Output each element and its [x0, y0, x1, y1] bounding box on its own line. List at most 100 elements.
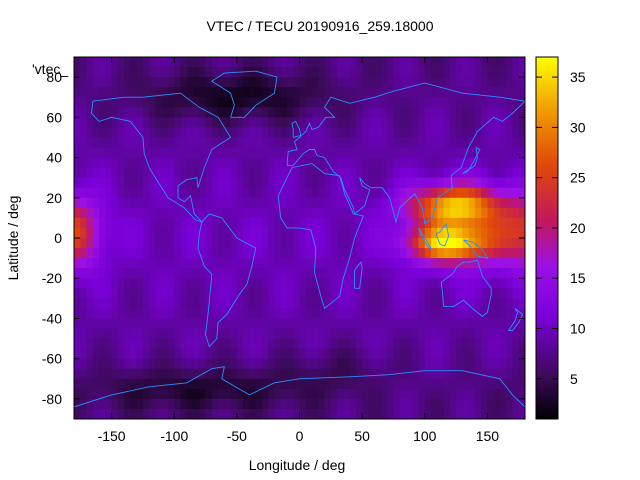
heatmap-cell [218, 97, 225, 108]
heatmap-cell [136, 197, 144, 209]
heatmap-cell [218, 358, 225, 370]
heatmap-cell [418, 338, 426, 350]
heatmap-cell [186, 358, 194, 370]
heatmap-cell [437, 268, 445, 279]
heatmap-cell [349, 57, 357, 68]
heatmap-cell [205, 248, 213, 259]
heatmap-cell [205, 288, 213, 299]
heatmap-cell [393, 117, 401, 128]
heatmap-cell [261, 157, 269, 169]
heatmap-cell [280, 67, 288, 78]
heatmap-cell [355, 227, 363, 239]
heatmap-cell [412, 187, 420, 199]
heatmap-cell [437, 207, 445, 219]
heatmap-cell [280, 137, 288, 149]
heatmap-cell [286, 278, 294, 289]
heatmap-cell [186, 268, 194, 279]
heatmap-cell [330, 318, 338, 330]
heatmap-cell [236, 398, 244, 410]
heatmap-cell [230, 408, 238, 419]
heatmap-cell [518, 408, 525, 419]
heatmap-cell [243, 217, 250, 229]
heatmap-cell [286, 167, 294, 179]
heatmap-cell [99, 117, 106, 128]
heatmap-cell [512, 288, 520, 299]
heatmap-cell [230, 348, 238, 360]
heatmap-cell [161, 378, 169, 390]
heatmap-cell [481, 117, 489, 128]
heatmap-cell [99, 137, 106, 149]
heatmap-cell [224, 177, 232, 189]
heatmap-cell [305, 107, 313, 118]
heatmap-cell [180, 147, 188, 159]
heatmap-cell [149, 378, 157, 390]
heatmap-cell [161, 197, 169, 209]
heatmap-cell [255, 258, 263, 269]
heatmap-cell [424, 258, 432, 269]
heatmap-cell [362, 328, 369, 340]
heatmap-cell [387, 197, 395, 209]
colorbar-tick-label: 5 [570, 371, 578, 387]
heatmap-cell [255, 378, 263, 390]
heatmap-cell [280, 338, 288, 350]
heatmap-cell [405, 318, 413, 330]
heatmap-cell [380, 268, 388, 279]
heatmap-cell [86, 308, 94, 320]
heatmap-cell [462, 278, 470, 289]
heatmap-cell [218, 197, 225, 209]
heatmap-cell [211, 258, 219, 269]
heatmap-cell [387, 207, 395, 219]
heatmap-cell [362, 268, 369, 279]
heatmap-cell [167, 288, 175, 299]
heatmap-cell [312, 197, 319, 209]
heatmap-cell [368, 308, 376, 320]
heatmap-cell [86, 378, 94, 390]
heatmap-cell [399, 227, 407, 239]
heatmap-cell [243, 278, 250, 289]
heatmap-cell [518, 248, 525, 259]
heatmap-cell [449, 348, 457, 360]
heatmap-cell [305, 398, 313, 410]
heatmap-cell [155, 328, 163, 340]
heatmap-cell [368, 167, 376, 179]
heatmap-cell [105, 378, 113, 390]
heatmap-cell [443, 57, 451, 68]
heatmap-cell [468, 147, 476, 159]
heatmap-cell [349, 278, 357, 289]
heatmap-cell [149, 298, 157, 309]
x-tick-label: 0 [296, 428, 304, 444]
heatmap-cell [518, 288, 525, 299]
heatmap-cell [293, 127, 301, 139]
heatmap-cell [205, 408, 213, 419]
heatmap-cell [80, 207, 88, 219]
heatmap-cell [431, 97, 438, 108]
heatmap-cell [99, 77, 106, 88]
heatmap-cell [349, 177, 357, 189]
heatmap-cell [412, 97, 420, 108]
heatmap-cell [312, 408, 319, 419]
heatmap-cell [111, 288, 119, 299]
heatmap-cell [142, 187, 150, 199]
heatmap-cell [111, 298, 119, 309]
heatmap-cell [318, 227, 326, 239]
heatmap-cell [506, 77, 514, 88]
heatmap-cell [481, 67, 489, 78]
heatmap-cell [474, 207, 482, 219]
heatmap-cell [468, 87, 476, 98]
heatmap-cell [481, 137, 489, 149]
heatmap-cell [506, 87, 514, 98]
heatmap-cell [324, 197, 332, 209]
heatmap-cell [286, 227, 294, 239]
heatmap-cell [293, 238, 301, 249]
heatmap-cell [312, 177, 319, 189]
heatmap-cell [487, 358, 495, 370]
heatmap-cell [167, 398, 175, 410]
heatmap-cell [293, 248, 301, 259]
heatmap-cell [117, 137, 125, 149]
heatmap-cell [293, 258, 301, 269]
heatmap-cell [130, 258, 138, 269]
heatmap-cell [506, 157, 514, 169]
heatmap-cell [180, 127, 188, 139]
heatmap-cell [305, 227, 313, 239]
heatmap-cell [293, 207, 301, 219]
